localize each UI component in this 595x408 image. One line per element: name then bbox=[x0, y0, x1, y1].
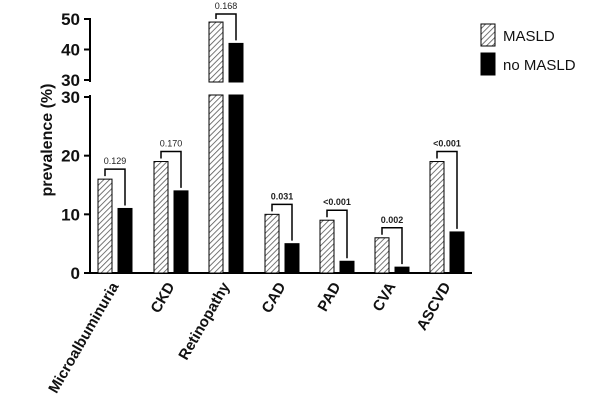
p-bracket bbox=[271, 203, 293, 241]
legend: MASLD no MASLD bbox=[480, 23, 576, 76]
legend-label-masld: MASLD bbox=[503, 28, 555, 45]
bar-masld bbox=[319, 219, 335, 274]
y-tick-label: 30 bbox=[61, 71, 80, 90]
bars bbox=[97, 21, 465, 274]
p-value-label: 0.168 bbox=[215, 1, 238, 11]
legend-label-no-masld: no MASLD bbox=[503, 57, 576, 74]
category-label: CAD bbox=[258, 279, 289, 316]
p-value-label: 0.129 bbox=[104, 156, 127, 166]
significance-brackets: 0.129 0.170 0.168 0.031 <0.001 0.002 <0.001 bbox=[104, 1, 461, 265]
bar-no-masld bbox=[339, 260, 355, 274]
category-label: Microalbuminuria bbox=[45, 279, 123, 396]
p-value-label: 0.031 bbox=[271, 191, 294, 201]
legend-swatch-no-masld bbox=[480, 52, 496, 76]
p-bracket bbox=[104, 168, 126, 206]
p-bracket bbox=[215, 13, 237, 41]
category-label: CVA bbox=[369, 279, 399, 314]
p-value-label: 0.002 bbox=[381, 215, 404, 225]
category-label: Retinopathy bbox=[175, 279, 233, 363]
p-value-label: <0.001 bbox=[433, 139, 461, 149]
p-value-label: <0.001 bbox=[323, 197, 351, 207]
y-tick-label: 40 bbox=[61, 41, 80, 60]
bar-masld bbox=[153, 161, 169, 274]
bar-masld bbox=[374, 237, 390, 274]
bar-no-masld bbox=[228, 94, 244, 274]
bar-no-masld bbox=[173, 190, 189, 274]
bar-masld bbox=[429, 161, 445, 274]
bar-masld bbox=[97, 178, 113, 274]
bar-no-masld bbox=[394, 266, 410, 274]
category-label: ASCVD bbox=[413, 279, 454, 333]
p-value-label: 0.170 bbox=[160, 139, 183, 149]
bar-masld-upper bbox=[208, 21, 224, 83]
p-bracket bbox=[436, 150, 458, 229]
legend-swatch-masld bbox=[480, 23, 496, 47]
y-tick-label: 20 bbox=[61, 147, 80, 166]
p-bracket bbox=[381, 227, 403, 265]
bar-no-masld-upper bbox=[228, 42, 244, 83]
y-tick-label: 10 bbox=[61, 205, 80, 224]
category-label: PAD bbox=[314, 279, 344, 314]
p-bracket bbox=[326, 209, 348, 259]
y-axis-label: prevalence (%) bbox=[39, 84, 56, 197]
bar-masld bbox=[208, 94, 224, 274]
bar-masld bbox=[264, 213, 280, 274]
y-tick-label: 50 bbox=[61, 10, 80, 29]
y-tick-label: 30 bbox=[61, 88, 80, 107]
bar-no-masld bbox=[449, 231, 465, 274]
bar-no-masld bbox=[117, 207, 133, 274]
y-tick-label: 0 bbox=[71, 264, 80, 283]
p-bracket bbox=[160, 150, 182, 188]
bar-no-masld bbox=[284, 243, 300, 274]
category-label: CKD bbox=[147, 279, 178, 316]
